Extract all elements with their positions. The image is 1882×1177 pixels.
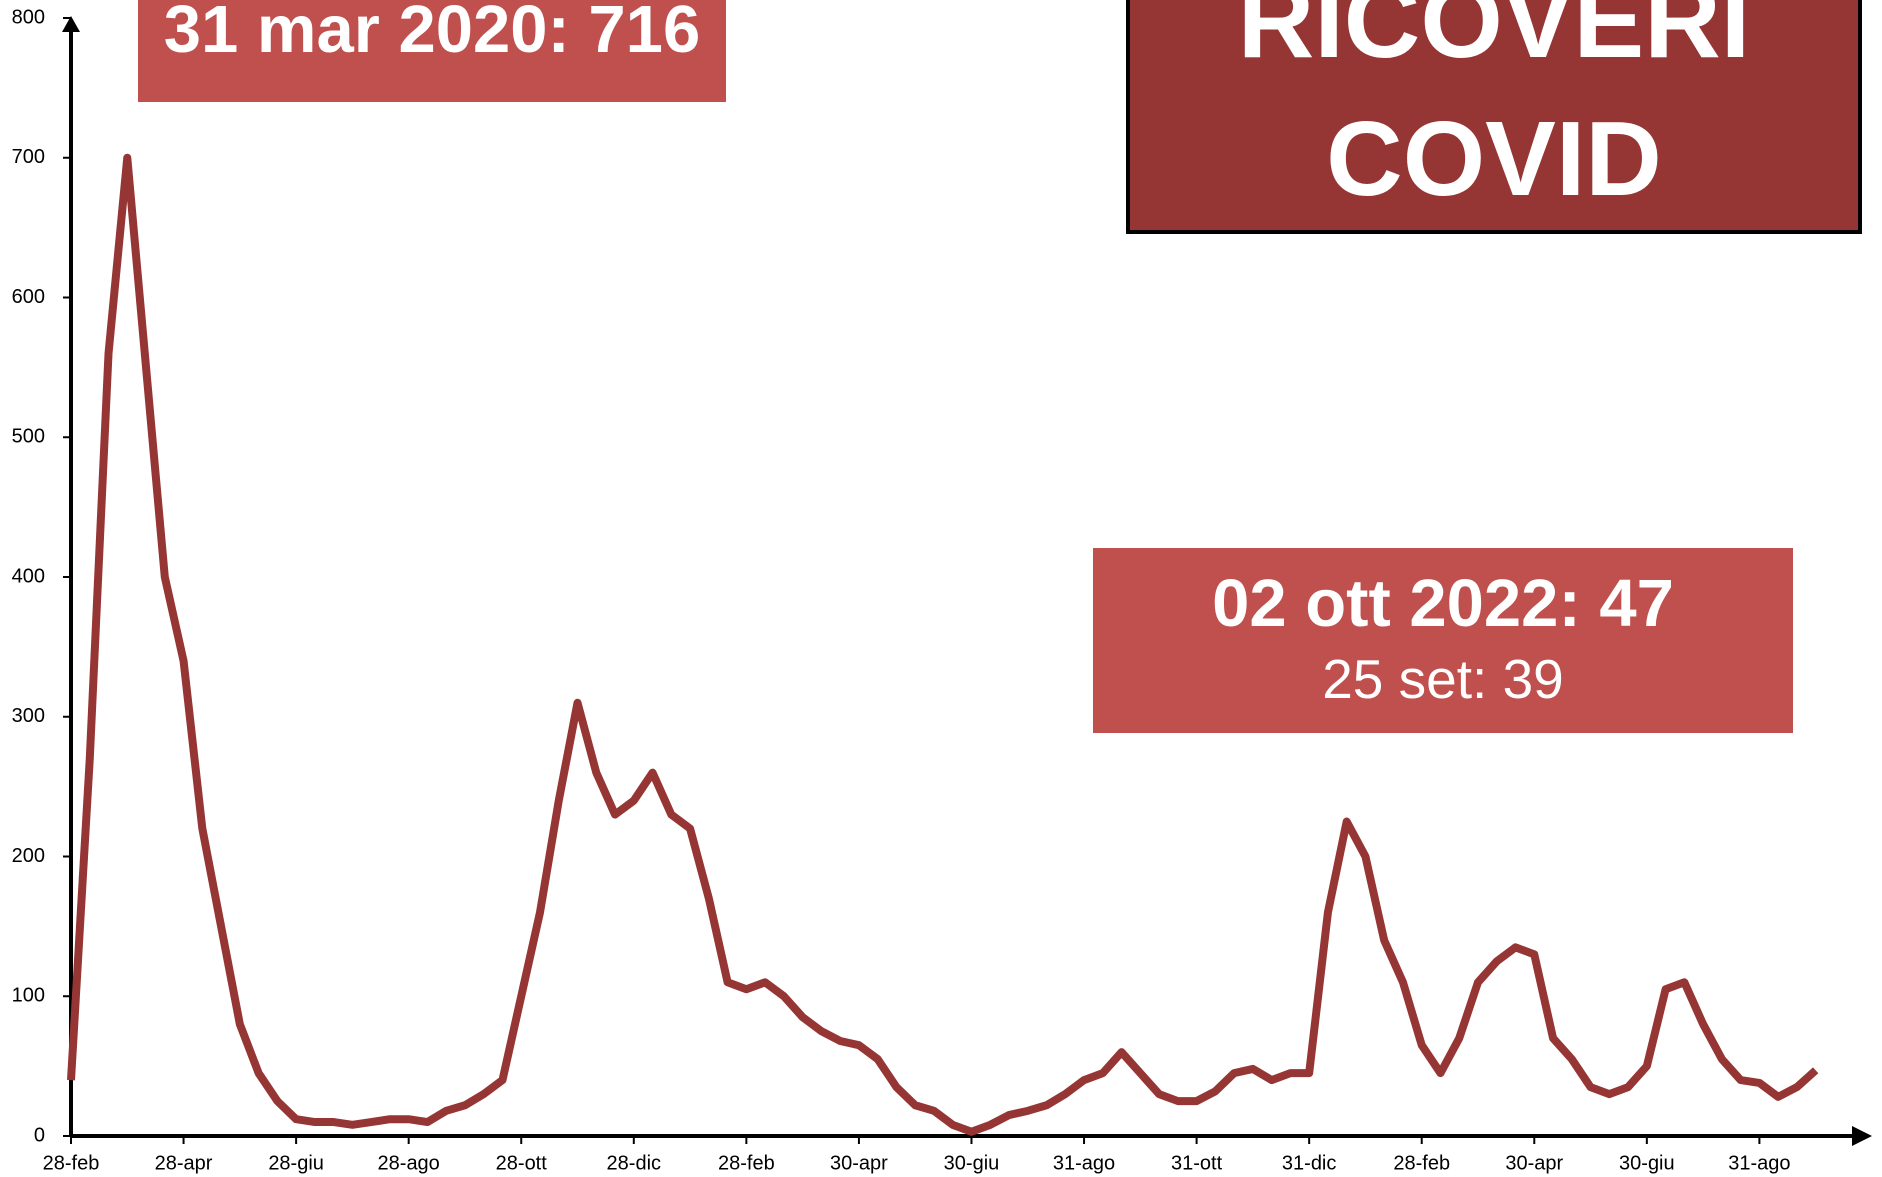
- y-tick-label: 200: [12, 845, 45, 867]
- x-tick-label: 31-ott: [1171, 1152, 1223, 1174]
- x-tick-label: 31-dic: [1282, 1152, 1336, 1174]
- x-tick-label: 31-ago: [1728, 1152, 1790, 1174]
- peak-annotation: 31 mar 2020: 716: [163, 0, 701, 67]
- x-tick-label: 28-apr: [155, 1152, 213, 1174]
- peak-box: 31 mar 2020: 716: [138, 0, 726, 102]
- previous-annotation: 25 set: 39: [1322, 648, 1564, 710]
- x-tick-label: 30-apr: [1505, 1152, 1563, 1174]
- x-tick-label: 28-dic: [607, 1152, 661, 1174]
- y-tick-label: 300: [12, 705, 45, 727]
- y-arrow: [62, 16, 80, 32]
- x-tick-label: 28-feb: [1393, 1152, 1450, 1174]
- y-tick-label: 500: [12, 426, 45, 448]
- x-tick-label: 30-giu: [944, 1152, 1000, 1174]
- x-tick-label: 28-ago: [378, 1152, 440, 1174]
- y-tick-label: 600: [12, 286, 45, 308]
- x-tick-label: 28-feb: [43, 1152, 100, 1174]
- x-tick-label: 30-apr: [830, 1152, 888, 1174]
- latest-box: 02 ott 2022: 47 25 set: 39: [1093, 548, 1793, 733]
- x-tick-label: 28-giu: [268, 1152, 324, 1174]
- x-tick-label: 28-feb: [718, 1152, 775, 1174]
- x-tick-label: 30-giu: [1619, 1152, 1675, 1174]
- y-tick-label: 700: [12, 146, 45, 168]
- title-box: RICOVERI COVID: [1126, 0, 1862, 234]
- x-tick-label: 31-ago: [1053, 1152, 1115, 1174]
- chart-title: RICOVERI COVID: [1237, 0, 1751, 218]
- latest-annotation: 02 ott 2022: 47: [1212, 566, 1674, 641]
- x-tick-label: 28-ott: [496, 1152, 548, 1174]
- y-tick-label: 800: [12, 6, 45, 28]
- line: [67, 153, 1819, 1136]
- x-arrow: [1852, 1126, 1872, 1146]
- y-tick-label: 100: [12, 985, 45, 1007]
- y-tick-label: 0: [34, 1124, 45, 1146]
- y-tick-label: 400: [12, 565, 45, 587]
